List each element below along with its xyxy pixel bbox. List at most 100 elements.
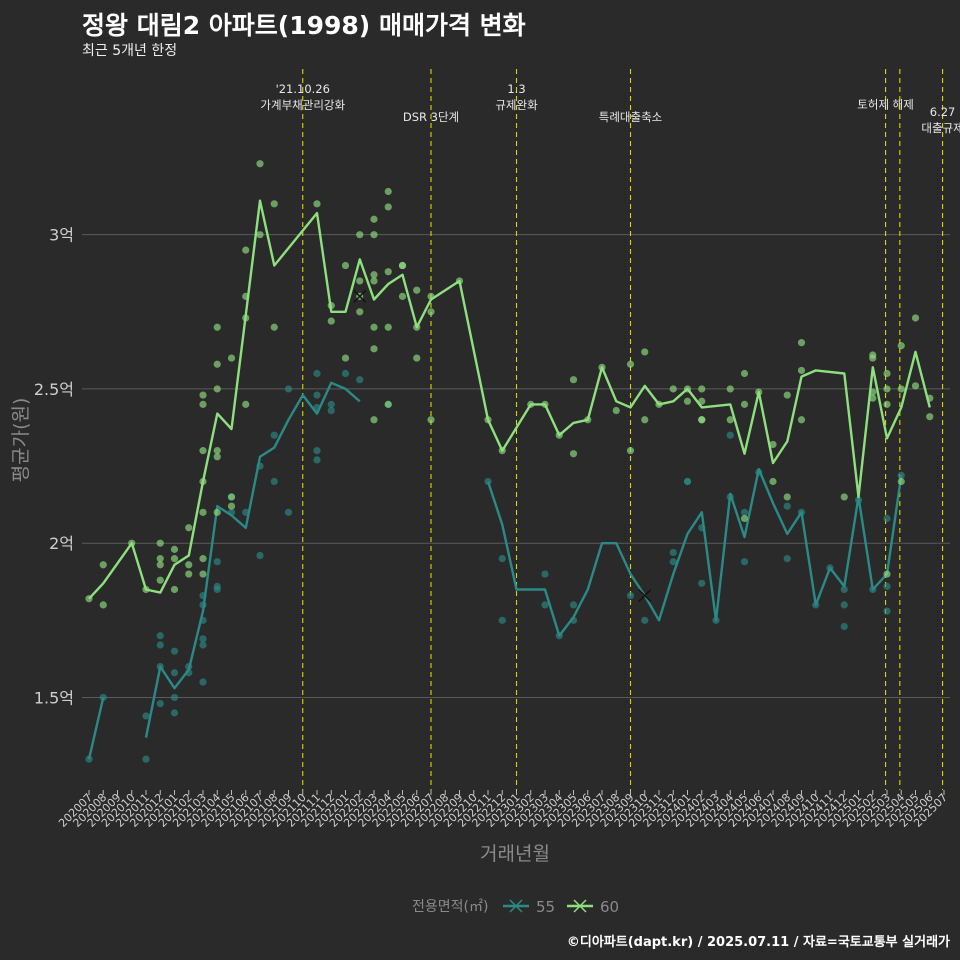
point-60: [356, 231, 364, 239]
point-60: [370, 277, 378, 285]
point-55: [783, 502, 791, 510]
point-55: [883, 514, 891, 523]
point-55: [313, 456, 321, 464]
y-axis-title: 평균가(원): [10, 398, 32, 483]
point-55: [170, 709, 179, 717]
event-label: 6.27: [930, 105, 956, 119]
point-55: [641, 616, 649, 624]
point-60: [726, 385, 734, 393]
point-55: [142, 755, 150, 763]
x-marker: [638, 589, 652, 603]
point-60: [726, 416, 734, 424]
series-line-55: [87, 697, 105, 760]
point-60: [384, 203, 392, 211]
point-55: [683, 477, 692, 486]
x-marker: [353, 289, 367, 303]
point-55: [541, 601, 549, 609]
point-60: [213, 360, 221, 368]
point-60: [626, 360, 635, 368]
point-55: [569, 601, 578, 609]
point-60: [156, 539, 164, 547]
point-60: [199, 400, 207, 408]
point-55: [142, 712, 150, 720]
point-60: [327, 317, 335, 325]
point-60: [199, 508, 207, 516]
point-60: [626, 447, 635, 455]
legend-x-55: [509, 899, 523, 913]
point-60: [370, 345, 378, 353]
point-60: [170, 585, 179, 594]
point-60: [840, 493, 848, 501]
point-60: [356, 277, 364, 285]
point-55: [740, 508, 749, 516]
x-axis-title: 거래년월: [480, 843, 550, 865]
point-55: [883, 582, 891, 590]
point-55: [541, 570, 549, 578]
point-60: [213, 447, 221, 455]
point-55: [840, 585, 848, 594]
point-55: [156, 700, 164, 708]
point-55: [270, 477, 278, 486]
point-60: [869, 394, 877, 402]
point-60: [740, 514, 749, 523]
point-60: [213, 323, 221, 331]
point-60: [698, 416, 706, 424]
point-55: [256, 551, 264, 560]
point-55: [313, 391, 321, 399]
axes-layer: 1.5억2억2.5억3억2020072020082020092020102020…: [34, 226, 950, 830]
event-label: 1.3: [507, 82, 525, 96]
point-60: [641, 348, 649, 356]
point-60: [270, 200, 278, 208]
point-55: [626, 592, 635, 600]
point-60: [384, 187, 392, 196]
point-60: [256, 160, 264, 168]
point-55: [270, 431, 278, 439]
point-60: [413, 354, 421, 362]
point-60: [413, 286, 421, 294]
point-60: [242, 246, 250, 254]
point-55: [498, 616, 506, 624]
chart-title: 정왕 대림2 아파트(1998) 매매가격 변화: [82, 11, 526, 40]
point-60: [156, 555, 164, 563]
point-60: [797, 339, 806, 347]
point-60: [683, 397, 692, 405]
point-60: [911, 314, 920, 322]
point-60: [256, 231, 264, 239]
point-60: [427, 308, 435, 316]
point-60: [370, 215, 378, 223]
point-60: [341, 261, 350, 270]
point-60: [612, 406, 620, 415]
point-55: [284, 385, 293, 393]
point-55: [341, 369, 350, 378]
point-60: [170, 545, 179, 553]
point-60: [199, 391, 207, 399]
point-60: [199, 555, 207, 563]
point-55: [327, 400, 335, 408]
point-60: [883, 369, 891, 378]
point-55: [170, 693, 179, 702]
point-60: [156, 561, 164, 569]
point-60: [427, 416, 435, 424]
point-60: [897, 477, 905, 486]
event-label: 토허제 해제: [857, 98, 914, 112]
point-60: [641, 416, 649, 424]
point-60: [99, 601, 107, 609]
point-60: [384, 268, 392, 276]
point-60: [227, 493, 236, 501]
point-60: [213, 508, 221, 516]
point-60: [242, 400, 250, 408]
point-55: [883, 607, 891, 615]
source-footer: ©디아파트(dapt.kr) / 2025.07.11 / 자료=국토교통부 실…: [566, 935, 950, 950]
point-60: [398, 292, 407, 300]
point-55: [199, 635, 207, 643]
point-55: [669, 558, 677, 566]
point-60: [213, 385, 221, 393]
point-55: [199, 678, 207, 686]
point-60: [869, 351, 877, 359]
legend: 전용면적(㎡) 55 60: [412, 898, 619, 916]
point-55: [698, 579, 706, 587]
series-line-55: [144, 381, 361, 738]
series-line-55: [486, 467, 903, 637]
series-layer: [85, 160, 934, 763]
